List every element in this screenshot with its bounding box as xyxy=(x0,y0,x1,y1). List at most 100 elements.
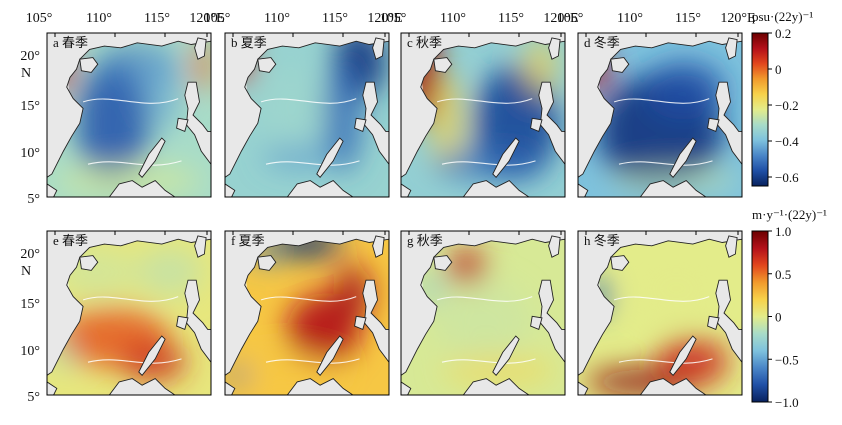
coastline-landmass xyxy=(538,81,565,165)
coastline-landmass xyxy=(316,137,344,178)
coastline-landmass xyxy=(354,315,367,331)
land-mask xyxy=(401,231,565,395)
coastline-landmass xyxy=(639,180,707,197)
field-anomaly-blob xyxy=(142,49,182,132)
map-panel: g 秋季 xyxy=(400,230,566,396)
coastline-landmass xyxy=(286,378,354,395)
land-mask xyxy=(225,231,389,395)
longitude-tick-label: 105° xyxy=(26,11,53,26)
zero-contour-line xyxy=(82,98,179,104)
field-anomaly-blob xyxy=(228,365,248,386)
longitude-tick-label: 120°E xyxy=(189,11,224,26)
panel-frame xyxy=(400,32,566,198)
coastline-landmass xyxy=(47,231,211,376)
zero-contour-line xyxy=(618,358,713,364)
latitude-tick-label: 20° xyxy=(20,247,40,262)
coastline-landmass xyxy=(578,381,589,395)
field-anomaly-blob xyxy=(433,280,533,363)
coastline-landmass xyxy=(225,183,236,197)
field-anomaly-blob xyxy=(120,342,187,382)
panel-label: h 冬季 xyxy=(584,233,620,248)
coastline-landmass xyxy=(108,378,176,395)
coastline-landmass xyxy=(462,180,530,197)
colorbar-tick-label: −1.0 xyxy=(775,395,799,410)
coastline-landmass xyxy=(492,137,520,178)
field-anomaly-blob xyxy=(55,164,203,197)
colorbar-gradient xyxy=(751,32,769,187)
map-panel: b 夏季 xyxy=(224,32,390,198)
zero-contour-line xyxy=(613,296,710,302)
coastline-landmass xyxy=(362,81,389,165)
coastline-landmass xyxy=(138,137,166,178)
longitude-tick-label: 110° xyxy=(264,11,290,26)
coastline-landmass xyxy=(707,315,720,331)
coastline-landmass xyxy=(578,33,742,178)
coastline-landmass xyxy=(176,117,189,133)
colorbar-tick-label: 0 xyxy=(775,310,782,325)
field-anomaly-blob xyxy=(656,337,729,387)
zero-contour-line xyxy=(618,160,713,166)
map-panel: a 春季 xyxy=(46,32,212,198)
coastline-landmass xyxy=(401,231,565,376)
coastline-landmass xyxy=(184,81,211,165)
coastline-landmass xyxy=(225,231,389,376)
zero-contour-line xyxy=(265,160,360,166)
panel-label: g 秋季 xyxy=(407,233,443,248)
land-mask xyxy=(578,33,742,197)
coastline-landmass xyxy=(194,37,207,60)
longitude-tick-label: 120°E xyxy=(543,11,578,26)
coastline-landmass xyxy=(707,117,720,133)
latitude-tick-label: 20° xyxy=(20,49,40,64)
latitude-tick-label: 5° xyxy=(27,192,40,207)
colorbar-tick-label: −0.4 xyxy=(775,134,799,149)
coastline-landmass xyxy=(257,57,277,73)
colorbars: psu·(22y)⁻¹ 0.2 0 −0.2 −0.4 −0.6 m·y⁻¹·(22y)⁻¹… xyxy=(751,9,827,410)
colorbar-tick-label: 1.0 xyxy=(775,224,791,239)
coastline-landmass xyxy=(184,279,211,363)
colorbar-tick-label: −0.5 xyxy=(775,352,799,367)
panel-frame xyxy=(224,230,390,396)
land-mask xyxy=(47,231,211,395)
field-anomaly-blob xyxy=(76,60,149,186)
coastline-landmass xyxy=(176,315,189,331)
colorbar-tick-label: 0.2 xyxy=(775,26,791,41)
panel-label: f 夏季 xyxy=(231,233,265,248)
coastline-landmass xyxy=(492,335,520,376)
coastline-landmass xyxy=(286,180,354,197)
field-anomaly-blob xyxy=(333,263,373,323)
longitude-tick-label: 105° xyxy=(380,11,407,26)
colorbar: psu·(22y)⁻¹ 0.2 0 −0.2 −0.4 −0.6 xyxy=(751,9,813,187)
colorbar-gradient xyxy=(751,230,769,403)
zero-contour-line xyxy=(441,160,536,166)
coastline-landmass xyxy=(401,381,412,395)
colorbar-tick-label: 0 xyxy=(775,62,782,77)
latitude-tick-label: 15° xyxy=(20,99,40,114)
coastline-landmass xyxy=(715,81,742,165)
coastline-landmass xyxy=(79,255,99,271)
coastline-landmass xyxy=(578,183,589,197)
map-panel: d 冬季 xyxy=(577,32,743,198)
field-anomaly-blob xyxy=(137,247,203,297)
latitude-tick-label: 10° xyxy=(20,146,40,161)
panel-frame xyxy=(224,32,390,198)
coastline-landmass xyxy=(47,381,58,395)
coastline-landmass xyxy=(79,57,99,73)
coastline-landmass xyxy=(610,255,630,271)
coastline-landmass xyxy=(257,255,277,271)
longitude-tick-label: 110° xyxy=(86,11,112,26)
latitude-tick-label: 15° xyxy=(20,297,40,312)
longitude-tick-label: 120°E xyxy=(367,11,402,26)
map-panel: h 冬季 xyxy=(577,230,743,396)
field-anomaly-blob xyxy=(323,57,363,173)
coastline-landmass xyxy=(194,235,207,258)
panel-frame xyxy=(577,32,743,198)
field-anomaly-blob xyxy=(635,255,718,322)
latitude-tick-label: 5° xyxy=(27,390,40,405)
panel-label: b 夏季 xyxy=(231,35,267,50)
coastline-landmass xyxy=(225,381,236,395)
land-mask xyxy=(225,33,389,197)
coastline-landmass xyxy=(138,335,166,376)
map-panel: e 春季 xyxy=(46,230,212,396)
colorbar-tick-label: −0.2 xyxy=(775,98,799,113)
